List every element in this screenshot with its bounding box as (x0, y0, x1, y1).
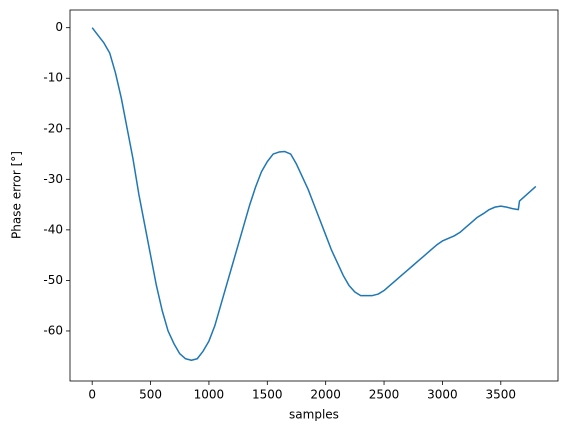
axes-frame (69, 9, 559, 382)
x-tick-label: 2500 (369, 388, 400, 402)
y-tick-label: -50 (43, 273, 63, 287)
x-tick-label: 3500 (486, 388, 517, 402)
x-tick-label: 0 (88, 388, 96, 402)
y-axis-label: Phase error [°] (10, 151, 24, 239)
x-tick-label: 1000 (194, 388, 225, 402)
y-tick-label: -30 (43, 172, 63, 186)
y-tick-label: -10 (43, 71, 63, 85)
x-tick-label: 500 (139, 388, 162, 402)
y-tick-label: -60 (43, 323, 63, 337)
y-tick-label: -20 (43, 121, 63, 135)
y-tick-label: -40 (43, 222, 63, 236)
x-tick-label: 3000 (427, 388, 458, 402)
x-tick-label: 1500 (252, 388, 283, 402)
x-tick-label: 2000 (310, 388, 341, 402)
x-axis-label: samples (289, 408, 339, 422)
data-line (91, 27, 537, 362)
y-tick-label: 0 (55, 20, 63, 34)
